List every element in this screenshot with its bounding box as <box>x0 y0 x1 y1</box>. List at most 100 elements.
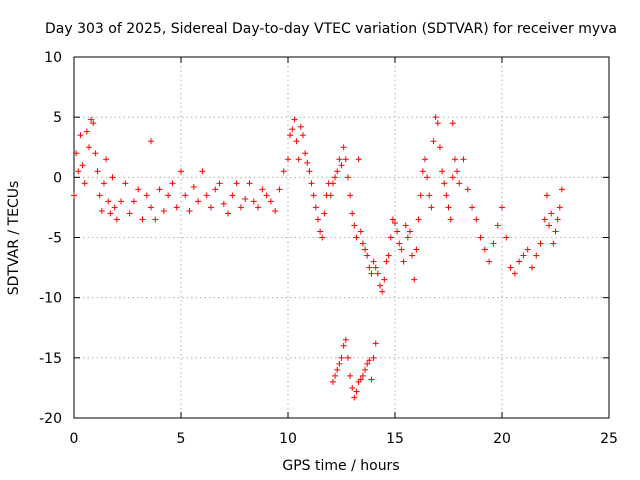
data-point <box>186 208 193 215</box>
data-point <box>359 240 366 247</box>
data-point <box>233 180 240 187</box>
data-point <box>90 120 97 127</box>
data-point <box>306 168 313 175</box>
data-point <box>344 354 351 361</box>
data-point <box>304 159 311 166</box>
data-point <box>351 222 358 229</box>
data-point <box>107 210 114 217</box>
data-point <box>96 192 103 199</box>
data-point <box>432 114 439 121</box>
data-point <box>366 357 373 364</box>
data-point <box>541 216 548 223</box>
data-point <box>445 204 452 211</box>
y-tick-label: 10 <box>44 50 62 66</box>
data-point <box>280 168 287 175</box>
data-point <box>439 168 446 175</box>
data-point <box>447 216 454 223</box>
data-point <box>404 234 411 241</box>
data-point <box>413 246 420 253</box>
data-point <box>396 240 403 247</box>
data-point <box>73 150 80 157</box>
data-point <box>524 246 531 253</box>
data-point <box>81 180 88 187</box>
data-point <box>383 258 390 265</box>
y-tick-label: -20 <box>39 411 62 427</box>
data-point <box>533 252 540 259</box>
data-point <box>113 216 120 223</box>
y-axis: 10 5 0 -5 -10 -15 -20 <box>39 50 609 427</box>
x-tick-label: 15 <box>386 431 404 447</box>
data-point <box>92 150 99 157</box>
data-point <box>372 340 379 347</box>
data-point <box>424 174 431 181</box>
data-point <box>178 168 184 175</box>
data-point <box>507 264 514 271</box>
x-axis-label: GPS time / hours <box>282 458 399 474</box>
data-point <box>105 198 112 205</box>
data-point <box>156 186 163 193</box>
data-point <box>353 388 360 395</box>
x-tick-label: 5 <box>177 431 186 447</box>
data-point <box>398 246 405 253</box>
data-point <box>160 208 167 215</box>
data-series <box>71 114 565 401</box>
data-point <box>327 192 334 199</box>
data-point <box>83 128 90 135</box>
data-point <box>85 144 92 151</box>
data-point <box>417 192 424 199</box>
data-point <box>546 222 553 229</box>
data-point <box>499 204 505 211</box>
data-point <box>75 168 82 175</box>
x-tick-label: 0 <box>70 431 79 447</box>
data-point <box>511 270 518 277</box>
data-point <box>299 132 306 139</box>
data-point <box>516 258 523 265</box>
data-point <box>528 264 535 271</box>
data-point <box>118 198 125 205</box>
data-point <box>321 210 328 217</box>
data-point <box>225 210 232 217</box>
data-point <box>148 138 155 145</box>
data-point <box>111 204 118 211</box>
data-point <box>229 192 236 199</box>
data-point <box>543 192 550 199</box>
data-point <box>392 220 398 227</box>
data-point <box>377 282 384 289</box>
data-point <box>94 168 101 175</box>
data-point <box>342 156 349 163</box>
data-point <box>362 366 369 373</box>
data-point <box>340 144 347 151</box>
data-point <box>297 123 304 130</box>
data-point <box>329 180 336 187</box>
data-point <box>220 200 227 207</box>
data-point <box>370 258 377 265</box>
data-point <box>520 252 527 259</box>
data-point <box>310 192 317 199</box>
data-point <box>469 204 476 211</box>
data-point <box>334 168 341 175</box>
data-point <box>126 210 133 217</box>
data-point <box>88 116 95 123</box>
data-point <box>406 228 413 235</box>
data-point <box>368 270 375 277</box>
data-point <box>98 208 105 215</box>
data-point <box>332 174 339 181</box>
data-point <box>409 252 416 259</box>
data-point <box>503 234 510 241</box>
data-point <box>402 222 409 229</box>
chart-title: Day 303 of 2025, Sidereal Day-to-day VTE… <box>45 21 617 37</box>
data-point <box>79 162 86 169</box>
data-point <box>456 180 463 187</box>
data-point <box>411 276 418 283</box>
data-point <box>293 138 300 145</box>
data-point <box>473 216 480 223</box>
data-point <box>449 120 456 127</box>
data-point <box>389 216 396 223</box>
data-point <box>143 192 150 199</box>
data-point <box>381 276 388 283</box>
data-point <box>548 210 555 217</box>
data-point <box>550 240 557 247</box>
data-point <box>434 120 441 127</box>
data-point <box>349 384 356 391</box>
data-point <box>449 174 456 181</box>
